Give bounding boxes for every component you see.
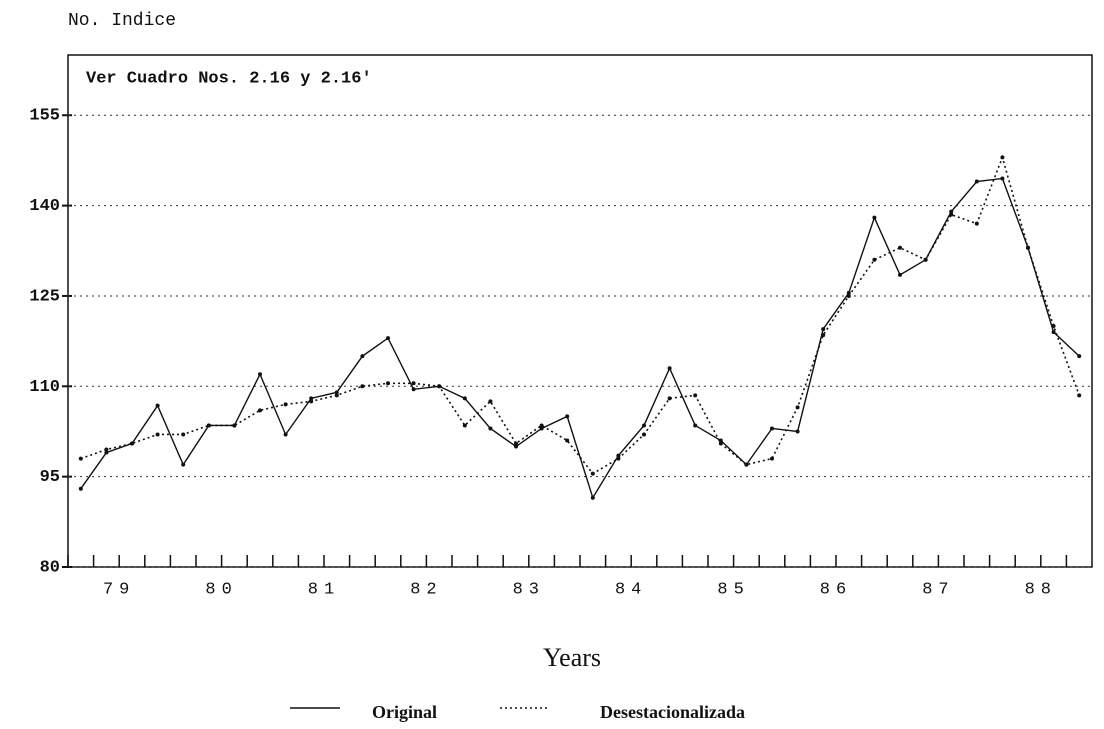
point: [616, 456, 621, 461]
point: [514, 441, 518, 446]
point: [949, 212, 954, 217]
x-tick-label: 82: [410, 580, 442, 599]
y-tick-label: 155: [29, 107, 60, 126]
point: [590, 471, 595, 476]
point: [386, 336, 390, 341]
point: [488, 399, 493, 404]
point: [1077, 393, 1082, 398]
x-tick-label: 81: [308, 580, 340, 599]
point: [974, 221, 979, 226]
point: [693, 393, 698, 398]
point: [283, 432, 288, 437]
point: [258, 408, 262, 413]
point: [693, 423, 698, 428]
legend-label: Original: [372, 702, 437, 722]
point: [667, 396, 672, 401]
y-tick-label: 110: [29, 378, 60, 397]
x-tick-label: 80: [205, 580, 237, 599]
point: [514, 444, 518, 449]
point: [923, 257, 928, 262]
point: [155, 403, 160, 408]
point: [181, 462, 186, 467]
point: [667, 366, 672, 371]
point: [744, 462, 749, 467]
point: [898, 272, 902, 277]
x-tick-label: 85: [717, 580, 749, 599]
point: [181, 432, 186, 437]
point: [590, 495, 595, 500]
point: [1051, 330, 1056, 335]
y-tick-label: 95: [40, 468, 60, 487]
point: [821, 333, 826, 338]
point: [872, 215, 877, 220]
point: [232, 423, 237, 428]
point: [488, 426, 493, 431]
point: [1051, 324, 1056, 329]
point: [565, 438, 570, 443]
point: [795, 429, 800, 434]
series-line: [80, 154, 1080, 475]
x-tick-label: 79: [103, 580, 135, 599]
point: [718, 438, 723, 443]
point: [565, 414, 570, 419]
point: [78, 456, 83, 461]
point: [898, 245, 902, 250]
point: [642, 432, 646, 437]
point: [462, 423, 467, 428]
x-tick-label: 83: [513, 580, 545, 599]
y-axis-label: No. Indice: [68, 11, 176, 31]
y-tick-label: 125: [29, 287, 60, 306]
point: [309, 396, 314, 401]
point: [462, 396, 467, 401]
point: [360, 354, 365, 359]
point: [1000, 155, 1005, 160]
point: [334, 393, 339, 398]
point: [386, 381, 390, 386]
point: [846, 293, 851, 298]
point: [360, 384, 365, 389]
point: [206, 423, 211, 428]
point: [949, 209, 954, 214]
x-tick-label: 87: [922, 580, 954, 599]
point: [872, 257, 877, 262]
point: [616, 453, 621, 458]
point: [309, 399, 314, 404]
point: [104, 450, 109, 455]
y-tick-label: 140: [29, 197, 60, 216]
series-line: [80, 177, 1080, 500]
point: [642, 423, 646, 428]
point: [155, 432, 160, 437]
legend: Original Desestacionalizada: [290, 702, 745, 722]
annotation: Ver Cuadro Nos. 2.16 y 2.16': [86, 69, 372, 88]
point: [283, 402, 288, 407]
point: [411, 381, 416, 386]
x-tick-label: 84: [615, 580, 647, 599]
x-tick-label: 88: [1025, 580, 1057, 599]
point: [974, 179, 979, 184]
point: [718, 441, 723, 446]
point: [78, 486, 83, 491]
point: [104, 447, 109, 452]
y-tick-label: 80: [40, 558, 60, 577]
point: [821, 327, 826, 332]
point: [795, 405, 800, 410]
x-axis-label: Years: [543, 643, 601, 672]
legend-label: Desestacionalizada: [600, 702, 745, 722]
point: [539, 426, 544, 431]
plot-frame: [67, 54, 1093, 568]
point: [1026, 245, 1030, 250]
point: [846, 290, 851, 295]
point: [437, 384, 442, 389]
point: [258, 372, 262, 377]
point: [770, 426, 774, 431]
point: [1000, 176, 1005, 181]
point: [1077, 354, 1082, 359]
point: [770, 456, 774, 461]
x-tick-label: 86: [820, 580, 852, 599]
point: [539, 423, 544, 428]
point: [334, 390, 339, 395]
point: [411, 387, 416, 392]
point: [130, 441, 134, 446]
